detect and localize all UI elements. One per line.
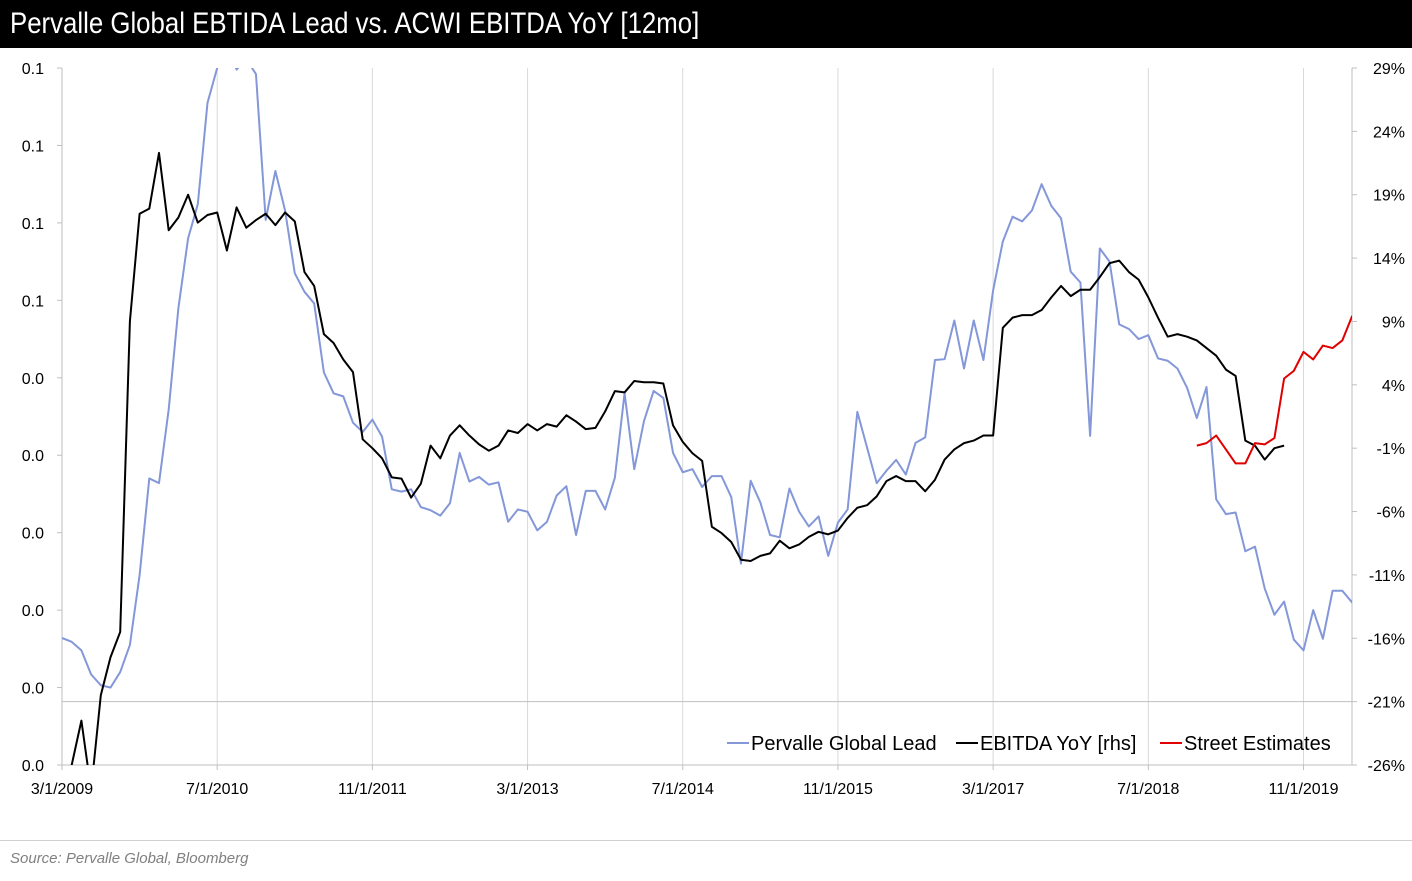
- legend-label: Street Estimates: [1184, 733, 1331, 755]
- source-note: Source: Pervalle Global, Bloomberg: [10, 850, 249, 867]
- y-right-tick-label: -26%: [1368, 758, 1405, 775]
- y-right-tick-label: 19%: [1373, 188, 1405, 205]
- y-left-tick-label: 0.0: [22, 448, 44, 465]
- y-right-tick-label: 14%: [1373, 251, 1405, 268]
- y-right-tick-label: 9%: [1382, 314, 1405, 331]
- y-left-tick-label: 0.0: [22, 371, 44, 388]
- x-tick-label: 7/1/2014: [652, 781, 714, 798]
- y-right-tick-label: 29%: [1373, 61, 1405, 78]
- title-bar: Pervalle Global EBTIDA Lead vs. ACWI EBI…: [0, 0, 1412, 48]
- y-right-tick-label: 24%: [1373, 124, 1405, 141]
- y-left-tick-label: 0.1: [22, 138, 44, 155]
- chart: 3/1/2009 7/1/2010 11/1/2011 3/1/2013 7/1/201…: [22, 61, 1405, 798]
- y-left-tick-label: 0.0: [22, 526, 44, 543]
- x-tick-label: 7/1/2018: [1117, 781, 1179, 798]
- footer-divider: [0, 840, 1412, 841]
- x-tick-label: 7/1/2010: [186, 781, 248, 798]
- y-right-tick-label: -6%: [1377, 505, 1405, 522]
- legend-label: Pervalle Global Lead: [751, 733, 937, 755]
- y-right-tick-label: -21%: [1368, 695, 1405, 712]
- series-lines: [62, 68, 1352, 765]
- y-left-tick-label: 0.1: [22, 61, 44, 78]
- x-tick-label: 3/1/2017: [962, 781, 1024, 798]
- y-left-tick-label: 0.0: [22, 603, 44, 620]
- chart-title: Pervalle Global EBTIDA Lead vs. ACWI EBI…: [10, 7, 700, 40]
- x-tick-label: 11/1/2019: [1269, 781, 1339, 798]
- y-left-tick-label: 0.0: [22, 681, 44, 698]
- legend: Pervalle Global Lead EBITDA YoY [rhs] Stre…: [727, 733, 1331, 755]
- x-tick-label: 3/1/2013: [496, 781, 558, 798]
- y-right-tick-label: -1%: [1377, 441, 1405, 458]
- x-tick-label: 11/1/2011: [338, 781, 407, 798]
- x-tick-label: 3/1/2009: [31, 781, 93, 798]
- y-right-tick-label: -11%: [1369, 568, 1405, 585]
- x-tick-label: 11/1/2015: [803, 781, 873, 798]
- series-ebitda-yoy: [70, 151, 1285, 765]
- y-left-tick-label: 0.1: [22, 216, 44, 233]
- gridlines: [216, 68, 1305, 765]
- y-left-tick-label: 0.1: [22, 293, 44, 310]
- series-pervalle-global-lead: [62, 68, 1352, 689]
- y-right-tick-label: -16%: [1368, 631, 1405, 648]
- axes: 3/1/2009 7/1/2010 11/1/2011 3/1/2013 7/1/201…: [22, 61, 1405, 798]
- legend-label: EBITDA YoY [rhs]: [980, 733, 1136, 755]
- y-right-tick-label: 4%: [1382, 378, 1405, 395]
- series-street-estimates: [1196, 315, 1352, 465]
- y-left-tick-label: 0.0: [22, 758, 44, 775]
